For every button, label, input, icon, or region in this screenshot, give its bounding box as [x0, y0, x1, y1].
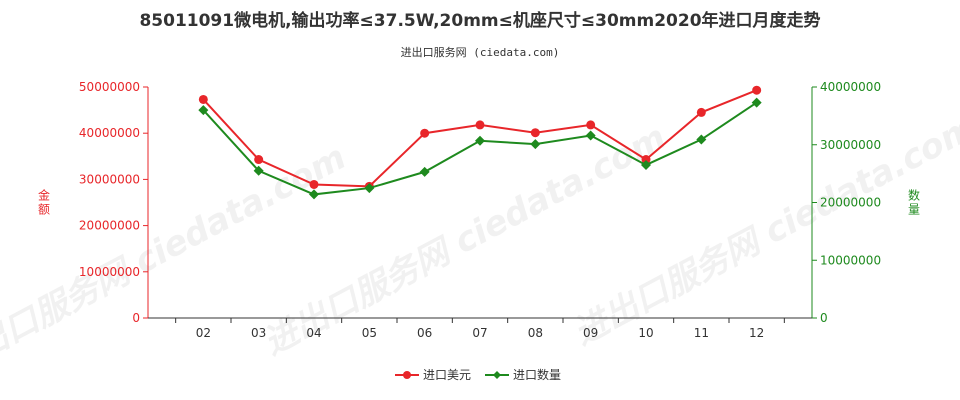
- data-point-1: [475, 120, 485, 130]
- legend-marker-2: [493, 371, 501, 379]
- left-tick-label: 20000000: [79, 219, 140, 233]
- legend-marker-1: [403, 371, 411, 379]
- axes: 0 10000000 20000000 30000000 40000000 5000000…: [38, 80, 920, 340]
- chart-subtitle: 进出口服务网 (ciedata.com): [401, 45, 560, 59]
- left-tick-label: 10000000: [79, 265, 140, 279]
- data-point-2: [253, 165, 264, 176]
- data-point-1: [530, 128, 540, 138]
- x-tick-label: 03: [251, 326, 266, 340]
- data-point-2: [364, 183, 375, 194]
- x-tick-label: 09: [583, 326, 598, 340]
- right-tick-label: 40000000: [820, 80, 881, 94]
- left-tick-label: 30000000: [79, 172, 140, 186]
- data-point-2: [751, 97, 762, 108]
- right-tick-label: 10000000: [820, 253, 881, 267]
- data-point-2: [198, 105, 209, 116]
- data-point-1: [641, 155, 651, 165]
- legend-label-1: 进口美元: [423, 368, 471, 382]
- data-point-1: [752, 85, 762, 95]
- chart-title: 85011091微电机,输出功率≤37.5W,20mm≤机座尺寸≤30mm202…: [139, 10, 820, 31]
- left-tick-label: 40000000: [79, 126, 140, 140]
- x-tick-label: 05: [362, 326, 377, 340]
- x-tick-label: 11: [694, 326, 709, 340]
- data-point-2: [641, 159, 651, 170]
- data-point-2: [696, 134, 707, 145]
- series-layer: [198, 85, 762, 200]
- legend-label-2: 进口数量: [513, 367, 561, 382]
- x-tick-label: 10: [638, 326, 653, 340]
- data-point-2: [475, 135, 485, 146]
- legend: 进口美元 进口数量: [395, 367, 561, 382]
- x-tick-label: 04: [306, 326, 321, 340]
- x-tick-label: 06: [417, 326, 432, 340]
- data-point-2: [530, 139, 541, 150]
- left-axis-title: 金额: [38, 188, 50, 217]
- data-point-2: [419, 166, 430, 177]
- left-tick-label: 0: [132, 311, 140, 325]
- right-tick-label: 30000000: [820, 138, 881, 152]
- right-tick-label: 0: [820, 311, 828, 325]
- data-point-1: [696, 107, 706, 117]
- right-axis-title: 数量: [908, 188, 920, 217]
- data-point-1: [198, 94, 208, 104]
- data-point-2: [309, 189, 319, 200]
- left-tick-label: 50000000: [79, 80, 140, 94]
- x-tick-label: 08: [528, 326, 543, 340]
- x-tick-label: 07: [472, 326, 487, 340]
- data-point-1: [309, 179, 319, 189]
- data-point-1: [586, 120, 596, 130]
- x-tick-label: 02: [196, 326, 211, 340]
- data-point-2: [585, 130, 596, 141]
- data-point-1: [254, 155, 264, 165]
- right-tick-label: 20000000: [820, 196, 881, 210]
- data-point-1: [420, 128, 430, 138]
- x-tick-label: 12: [749, 326, 764, 340]
